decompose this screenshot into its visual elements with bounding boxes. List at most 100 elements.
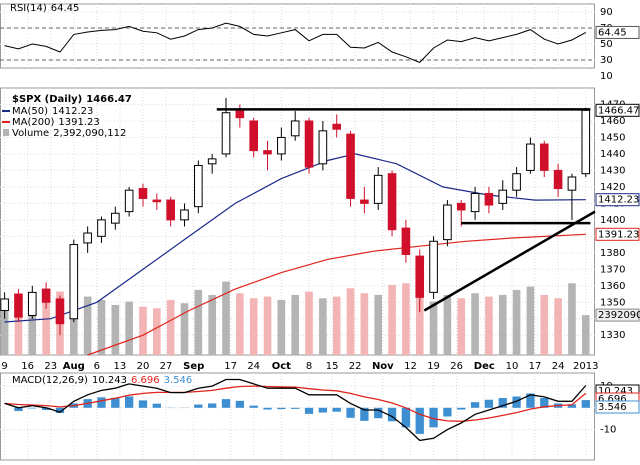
macd-histogram-bar xyxy=(415,407,424,434)
candle-body xyxy=(83,232,92,244)
volume-bar xyxy=(581,315,590,355)
candle-body xyxy=(235,110,245,119)
volume-bar xyxy=(28,304,37,355)
candle-body xyxy=(277,136,286,155)
volume-bar xyxy=(14,298,23,355)
volume-bar xyxy=(554,298,562,355)
y-tick-label: 1370 xyxy=(600,264,625,275)
x-tick-label: Oct xyxy=(272,361,291,372)
volume-bar xyxy=(443,294,452,355)
candle-body xyxy=(69,244,79,320)
x-tick-label: 24 xyxy=(247,361,260,372)
macd-histogram-bar xyxy=(457,407,466,410)
moving-average xyxy=(87,233,586,356)
rsi-last-label: 64.45 xyxy=(598,27,627,38)
macd-histogram-bar xyxy=(401,407,411,428)
macd-title: MACD(12,26,9) xyxy=(12,375,88,386)
x-tick-label: 22 xyxy=(349,361,362,372)
volume-bar xyxy=(139,306,147,355)
macd-histogram-bar xyxy=(540,398,549,408)
macd-histogram-bar xyxy=(263,407,272,410)
rsi-last-label-box xyxy=(595,25,640,39)
volume-bar xyxy=(360,293,369,355)
macd-histogram-bar xyxy=(194,404,203,408)
candle-body xyxy=(55,298,65,325)
candle-body xyxy=(360,199,369,204)
y-tick-label: 30 xyxy=(600,55,613,66)
candle-body xyxy=(332,123,342,130)
volume-bar xyxy=(512,289,521,355)
candle-body xyxy=(207,158,217,165)
candle-body xyxy=(456,202,466,211)
volume-bar xyxy=(263,296,272,355)
legend-name: MA(50) xyxy=(12,106,48,117)
volume-bar xyxy=(125,301,133,355)
y-tick-label: 1440 xyxy=(600,149,625,160)
candle-body xyxy=(526,143,535,171)
volume-bar xyxy=(568,283,576,355)
x-tick-label: Nov xyxy=(372,361,394,372)
x-tick-label: 19 xyxy=(427,361,440,372)
legend-value: 1391.23 xyxy=(58,117,99,128)
macd-histogram-bar xyxy=(111,397,120,408)
macd-histogram-bar xyxy=(318,407,328,413)
candle-body xyxy=(553,169,563,190)
legend-entry: MA(200) 1391.23 xyxy=(12,117,100,128)
volume-bar xyxy=(388,284,396,355)
macd-histogram-bar xyxy=(443,407,452,417)
candle-body xyxy=(152,199,162,203)
x-tick-label: 13 xyxy=(114,361,127,372)
volume-bar xyxy=(83,296,92,355)
macd-histogram-bar xyxy=(221,399,231,408)
volume-bar xyxy=(498,294,507,355)
macd-histogram-bar xyxy=(374,407,383,419)
volume-bar xyxy=(402,283,410,355)
candle-body xyxy=(415,255,425,298)
x-tick-label: 9 xyxy=(1,361,7,372)
ma-last-label-box xyxy=(595,227,640,241)
volume-bar xyxy=(153,308,161,355)
legend-name: Volume xyxy=(12,128,49,139)
candle-body xyxy=(401,227,411,255)
x-tick-label: 8 xyxy=(306,361,312,372)
macd-histogram-bar xyxy=(152,403,161,408)
ma-last-label: 1412.23 xyxy=(598,195,639,206)
y-tick-label: 90 xyxy=(600,7,613,18)
moving-average xyxy=(4,153,586,323)
macd-histogram-bar xyxy=(249,405,258,408)
volume-bar xyxy=(332,296,341,355)
macd-histogram-bar xyxy=(429,407,438,428)
volume-last-label: 2392090 xyxy=(598,310,640,321)
macd-last-label: 3.546 xyxy=(598,402,627,413)
x-tick-label: 2013 xyxy=(573,361,598,372)
macd-histogram-bar xyxy=(138,400,148,408)
volume-bar xyxy=(429,301,438,355)
volume-bar xyxy=(111,304,120,355)
volume-bar xyxy=(374,294,383,355)
volume-bar xyxy=(0,303,9,355)
y-tick-label: 1350 xyxy=(600,297,625,308)
legend-entry: RSI(14) 64.45 xyxy=(10,3,79,14)
trendline xyxy=(423,210,596,312)
macd-signal-line xyxy=(4,385,587,422)
macd-histogram-bar xyxy=(360,407,369,421)
volume-bar xyxy=(305,291,313,355)
legend-name: MA(200) xyxy=(12,117,54,128)
candle-body xyxy=(373,174,383,204)
candle-body xyxy=(581,109,591,175)
candle-body xyxy=(0,298,9,311)
volume-bar xyxy=(526,286,535,355)
volume-bar xyxy=(277,299,286,355)
legend-entry: MA(50) 1412.23 xyxy=(12,106,93,117)
legend-value: 10.243 xyxy=(92,375,127,386)
macd-histogram-bar xyxy=(14,407,23,412)
macd-histogram-bar xyxy=(235,400,244,408)
macd-last-label: 10.243 xyxy=(598,386,633,397)
legend-value: 6.696 xyxy=(131,375,160,386)
candle-body xyxy=(498,189,508,204)
legend-swatch xyxy=(3,129,9,136)
rsi-line xyxy=(4,22,587,63)
y-tick-label: 1380 xyxy=(600,248,625,259)
macd-histogram-bar xyxy=(55,407,65,414)
